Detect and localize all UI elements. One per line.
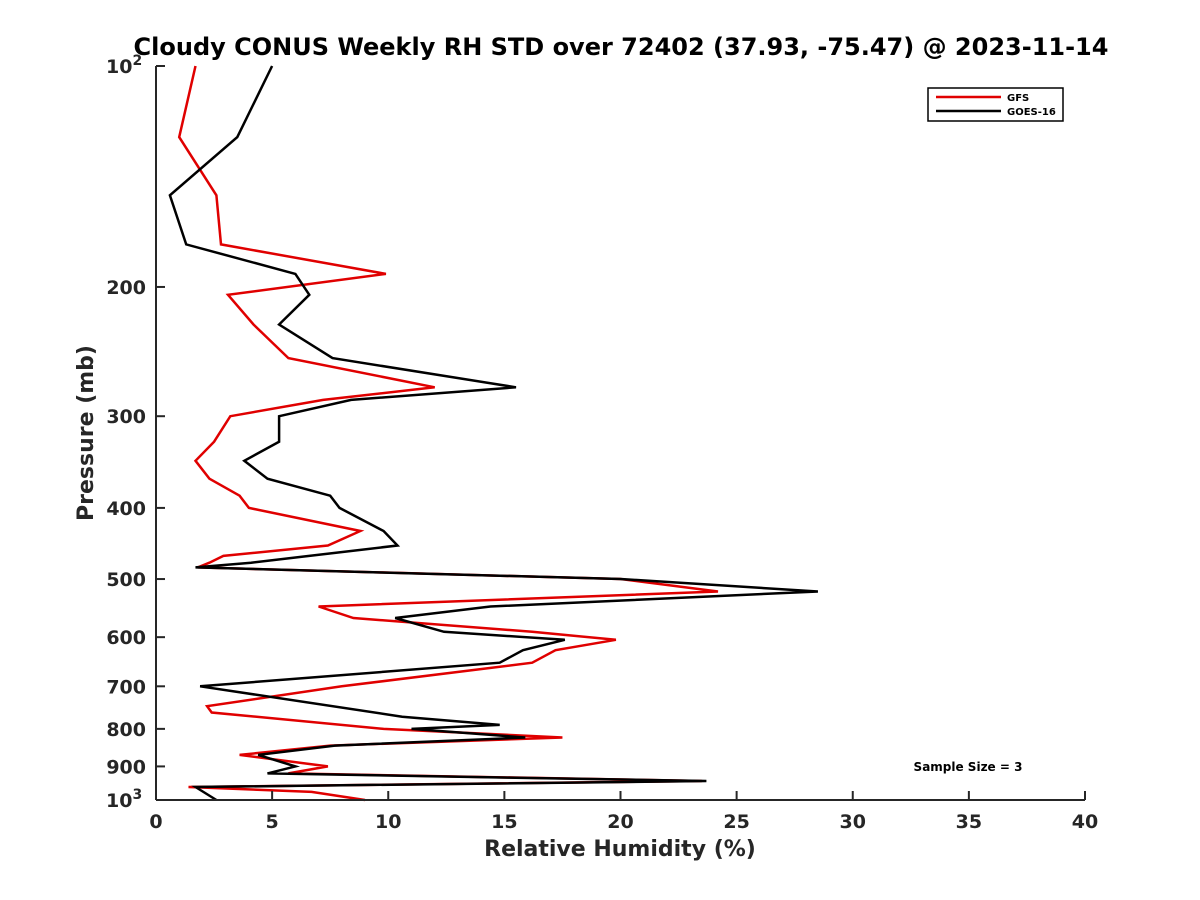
x-axis-ticks: 0 5 10 15 20 25 30 35 40 (149, 791, 1098, 833)
plot-lines (168, 65, 818, 802)
series-line-goes16 (168, 65, 818, 802)
x-tick-label: 40 (1072, 811, 1098, 833)
x-tick-label: 10 (375, 811, 401, 833)
x-tick-label: 35 (956, 811, 982, 833)
chart-title: Cloudy CONUS Weekly RH STD over 72402 (3… (134, 33, 1109, 61)
y-tick-label: 102 (106, 53, 142, 78)
y-tick-label: 700 (106, 676, 146, 698)
y-axis-ticks: 102 200 300 400 500 600 700 800 900 103 (106, 53, 165, 812)
x-tick-label: 25 (723, 811, 749, 833)
sample-size-annotation: Sample Size = 3 (914, 760, 1023, 774)
legend-label-gfs: GFS (1007, 93, 1029, 104)
legend: GFS GOES-16 (927, 87, 1064, 122)
y-tick-label: 900 (106, 756, 146, 778)
x-axis-label: Relative Humidity (%) (484, 837, 756, 862)
y-axis-label: Pressure (mb) (74, 345, 99, 521)
legend-label-goes16: GOES-16 (1007, 107, 1056, 118)
y-tick-label: 103 (106, 787, 142, 812)
y-tick-label: 600 (106, 627, 146, 649)
y-tick-label: 800 (106, 719, 146, 741)
x-tick-label: 30 (840, 811, 866, 833)
y-tick-label: 500 (106, 569, 146, 591)
x-tick-label: 15 (491, 811, 517, 833)
series-line-gfs (177, 65, 719, 802)
y-tick-label: 400 (106, 498, 146, 520)
legend-box (927, 87, 1064, 122)
x-tick-label: 0 (149, 811, 162, 833)
y-tick-label: 200 (106, 277, 146, 299)
y-tick-label: 300 (106, 406, 146, 428)
x-tick-label: 20 (607, 811, 633, 833)
x-tick-label: 5 (266, 811, 279, 833)
